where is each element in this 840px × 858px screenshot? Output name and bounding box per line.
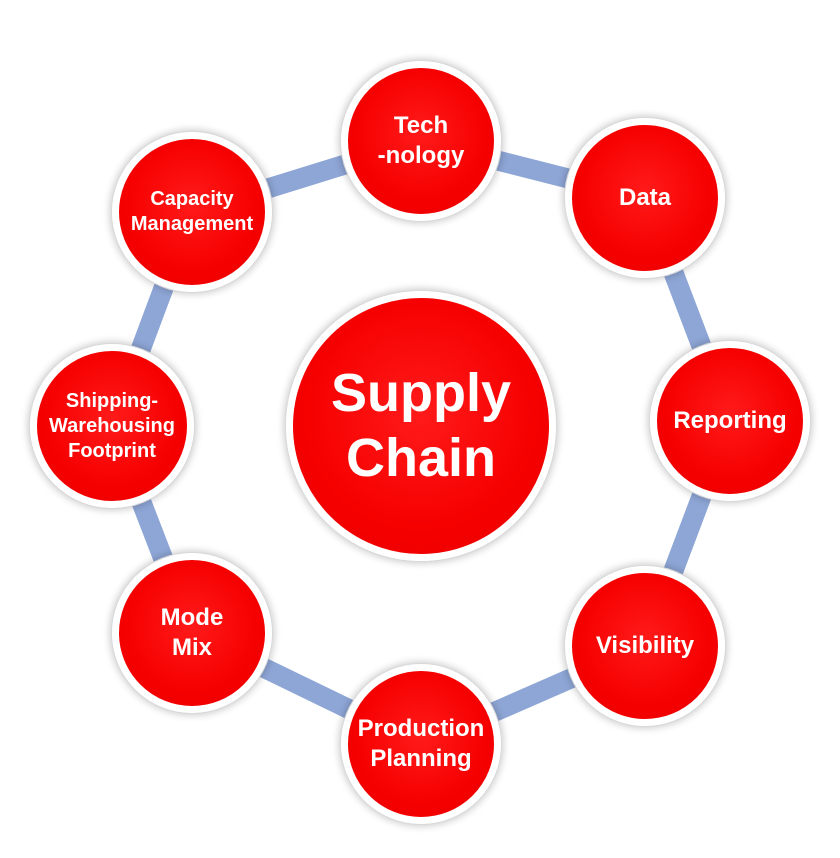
node-mode-mix-line2: Mix	[171, 634, 212, 661]
node-visibility: Visibility	[565, 566, 725, 726]
node-data-line1: Data	[618, 184, 672, 211]
center-title-line2: Chain	[345, 428, 496, 488]
node-shipping-line2: Warehousing	[49, 414, 175, 437]
node-production-planning: Production Planning	[341, 664, 501, 824]
node-mode-mix-line1: Mode	[160, 604, 224, 631]
node-capacity-management: Capacity Management	[112, 132, 272, 292]
node-visibility-line1: Visibility	[595, 632, 695, 659]
node-capacity-management-line1: Capacity	[150, 188, 234, 210]
node-capacity-management-line2: Management	[130, 213, 254, 235]
node-reporting-line1: Reporting	[673, 407, 787, 434]
node-shipping-line1: Shipping-	[65, 389, 159, 412]
node-production-planning-line2: Planning	[370, 745, 472, 772]
center-title-line1: Supply	[330, 363, 511, 424]
node-mode-mix: Mode Mix	[112, 553, 272, 713]
node-data: Data	[565, 118, 725, 278]
node-reporting: Reporting	[650, 341, 810, 501]
node-technology: Tech -nology	[341, 61, 501, 221]
node-technology-line1: Tech	[393, 112, 449, 139]
node-production-planning-line1: Production	[357, 715, 485, 742]
node-shipping-line3: Footprint	[68, 439, 156, 462]
node-supply-chain-center: Supply Chain	[286, 291, 556, 561]
node-shipping-warehousing-footprint: Shipping- Warehousing Footprint	[30, 344, 194, 508]
node-technology-line2: -nology	[377, 142, 465, 169]
